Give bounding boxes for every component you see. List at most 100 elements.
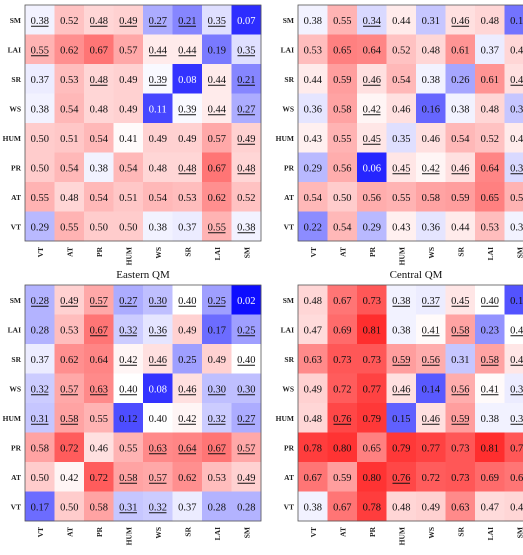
cell-value-label: 0.43 — [304, 134, 322, 145]
cell-value-label: 0.76 — [333, 414, 351, 425]
cell-value-label: 0.64 — [178, 443, 197, 454]
cell-value-label: 0.55 — [119, 443, 137, 454]
column-tick-label: VT — [309, 527, 318, 537]
cell-value-label: 0.37 — [31, 355, 49, 366]
cell-value-label: 0.72 — [333, 384, 351, 395]
cell-value-label: 0.54 — [119, 163, 138, 174]
cell-value-label: 0.73 — [333, 355, 351, 366]
cell-value-label: 0.29 — [304, 163, 322, 174]
column-tick-label: WS — [427, 527, 436, 539]
cell-value-label: 0.11 — [149, 104, 167, 115]
cell-value-label: 0.52 — [60, 16, 78, 27]
cell-value-label: 0.38 — [422, 75, 440, 86]
cell-value-label: 0.76 — [392, 473, 410, 484]
cell-value-label: 0.49 — [304, 384, 322, 395]
cell-value-label: 0.48 — [481, 16, 499, 27]
cell-value-label: 0.58 — [119, 473, 137, 484]
cell-value-label: 0.46 — [451, 16, 469, 27]
cell-value-label: 0.17 — [31, 502, 49, 513]
cell-value-label: 0.64 — [90, 355, 109, 366]
cell-value-label: 0.46 — [510, 75, 523, 86]
cell-value-label: 0.48 — [304, 414, 322, 425]
cell-value-label: 0.31 — [31, 414, 49, 425]
cell-value-label: 0.57 — [119, 45, 137, 56]
column-tick-label: PR — [95, 246, 104, 257]
cell-value-label: 0.42 — [60, 473, 78, 484]
cell-value-label: 0.72 — [60, 443, 78, 454]
cell-value-label: 0.44 — [178, 45, 197, 56]
row-tick-label: SM — [10, 296, 21, 305]
row-tick-label: PR — [284, 163, 295, 172]
cell-value-label: 0.28 — [31, 296, 49, 307]
column-tick-label: VT — [36, 527, 45, 537]
cell-value-label: 0.38 — [451, 104, 469, 115]
cell-value-label: 0.37 — [178, 502, 196, 513]
cell-value-label: 0.28 — [208, 502, 226, 513]
cell-value-label: 0.23 — [481, 325, 499, 336]
cell-value-label: 0.38 — [481, 414, 499, 425]
cell-value-label: 0.48 — [392, 502, 410, 513]
cell-value-label: 0.55 — [208, 222, 226, 233]
cell-value-label: 0.52 — [392, 45, 410, 56]
cell-value-label: 0.40 — [510, 325, 523, 336]
cell-value-label: 0.28 — [31, 325, 49, 336]
cell-value-label: 0.53 — [304, 45, 322, 56]
row-tick-label: LAI — [281, 45, 294, 54]
cell-value-label: 0.59 — [451, 414, 469, 425]
cell-value-label: 0.69 — [481, 473, 499, 484]
row-tick-label: WS — [9, 384, 21, 393]
row-tick-label: LAI — [8, 325, 21, 334]
column-tick-label: LAI — [486, 247, 495, 260]
cell-value-label: 0.36 — [304, 104, 322, 115]
cell-value-label: 0.67 — [90, 45, 108, 56]
column-tick-label: SR — [456, 526, 465, 536]
cell-value-label: 0.27 — [237, 104, 255, 115]
row-tick-label: VT — [284, 222, 294, 231]
cell-value-label: 0.46 — [363, 75, 381, 86]
column-tick-label: HUM — [397, 247, 406, 265]
column-tick-label: LAI — [213, 527, 222, 540]
cell-value-label: 0.53 — [178, 193, 196, 204]
row-tick-label: LAI — [281, 325, 294, 334]
cell-value-label: 0.56 — [333, 163, 351, 174]
row-tick-label: WS — [282, 384, 294, 393]
cell-value-label: 0.49 — [119, 104, 137, 115]
cell-value-label: 0.52 — [237, 193, 255, 204]
cell-value-label: 0.51 — [60, 134, 78, 145]
panel-title: Central QM — [390, 269, 443, 281]
cell-value-label: 0.45 — [510, 355, 523, 366]
cell-value-label: 0.48 — [90, 104, 108, 115]
cell-value-label: 0.54 — [451, 134, 470, 145]
column-tick-label: PR — [368, 246, 377, 257]
cell-value-label: 0.79 — [363, 414, 381, 425]
cell-value-label: 0.52 — [481, 134, 499, 145]
cell-value-label: 0.17 — [208, 325, 226, 336]
cell-value-label: 0.47 — [481, 502, 499, 513]
cell-value-label: 0.43 — [392, 222, 410, 233]
cell-value-label: 0.54 — [149, 193, 168, 204]
column-tick-label: AT — [65, 247, 74, 257]
row-tick-label: AT — [284, 473, 294, 482]
row-tick-label: PR — [284, 443, 295, 452]
cell-value-label: 0.38 — [149, 222, 167, 233]
cell-value-label: 0.31 — [119, 502, 137, 513]
cell-value-label: 0.54 — [304, 193, 323, 204]
cell-value-label: 0.46 — [422, 134, 440, 145]
cell-value-label: 0.45 — [392, 163, 410, 174]
cell-value-label: 0.46 — [451, 163, 469, 174]
cell-value-label: 0.27 — [149, 16, 167, 27]
cell-value-label: 0.28 — [237, 502, 255, 513]
cell-value-label: 0.59 — [451, 193, 469, 204]
cell-value-label: 0.48 — [90, 75, 108, 86]
row-tick-label: HUM — [276, 134, 294, 143]
cell-value-label: 0.57 — [208, 134, 226, 145]
cell-value-label: 0.25 — [178, 355, 196, 366]
cell-value-label: 0.49 — [119, 16, 137, 27]
row-tick-label: SR — [284, 75, 294, 84]
cell-value-label: 0.49 — [60, 296, 78, 307]
row-tick-label: WS — [9, 104, 21, 113]
cell-value-label: 0.54 — [60, 163, 79, 174]
cell-value-label: 0.29 — [31, 222, 49, 233]
